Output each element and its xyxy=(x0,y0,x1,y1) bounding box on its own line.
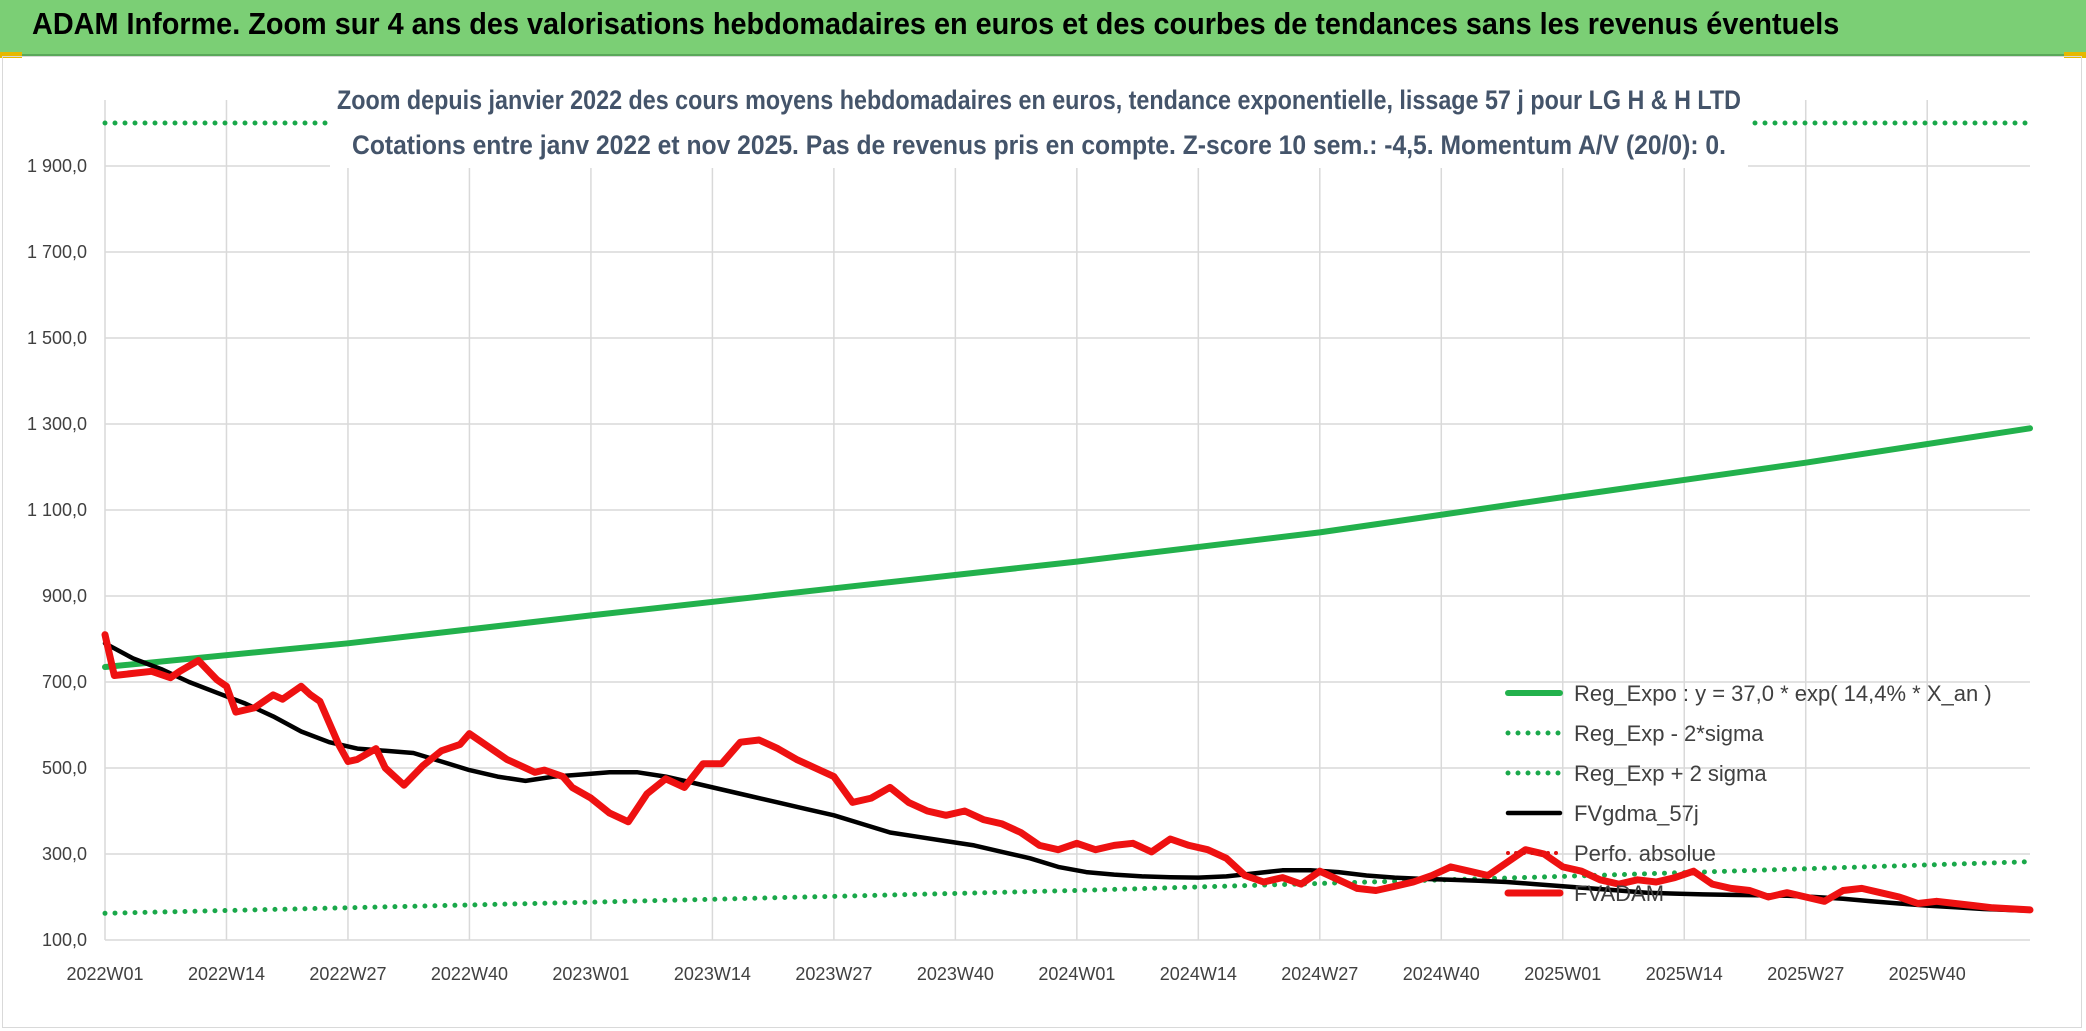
y-tick-label: 700,0 xyxy=(42,672,87,692)
x-tick-label: 2024W14 xyxy=(1160,964,1237,984)
x-tick-label: 2024W27 xyxy=(1281,964,1358,984)
y-tick-label: 300,0 xyxy=(42,844,87,864)
title-background xyxy=(330,72,1748,168)
x-tick-label: 2024W40 xyxy=(1403,964,1480,984)
x-tick-label: 2023W01 xyxy=(552,964,629,984)
y-tick-label: 1 700,0 xyxy=(27,242,87,262)
y-tick-label: 1 500,0 xyxy=(27,328,87,348)
legend-label: FVADAM xyxy=(1574,881,1664,906)
x-tick-label: 2023W27 xyxy=(795,964,872,984)
legend: Reg_Expo : y = 37,0 * exp( 14,4% * X_an … xyxy=(1504,681,1992,906)
x-tick-label: 2025W14 xyxy=(1646,964,1723,984)
x-tick-label: 2023W14 xyxy=(674,964,751,984)
chart-title-line2: Cotations entre janv 2022 et nov 2025. P… xyxy=(352,130,1726,160)
chart-frame xyxy=(2,56,2082,1028)
corner-accent-left xyxy=(0,52,22,58)
grid xyxy=(104,100,2030,941)
x-tick-label: 2025W40 xyxy=(1889,964,1966,984)
banner-title: ADAM Informe. Zoom sur 4 ans des valoris… xyxy=(32,6,1840,41)
y-tick-label: 100,0 xyxy=(42,930,87,950)
x-tick-label: 2022W14 xyxy=(188,964,265,984)
x-tick-label: 2022W27 xyxy=(309,964,386,984)
x-tick-label: 2024W01 xyxy=(1038,964,1115,984)
x-tick-label: 2022W40 xyxy=(431,964,508,984)
corner-accent-right xyxy=(2064,52,2086,58)
x-tick-label: 2025W01 xyxy=(1524,964,1601,984)
series-line-fvgdma-57j xyxy=(102,641,2033,914)
x-tick-label: 2023W40 xyxy=(917,964,994,984)
legend-label: FVgdma_57j xyxy=(1574,801,1699,826)
series-line-reg-expo xyxy=(102,425,2033,670)
y-tick-label: 900,0 xyxy=(42,586,87,606)
legend-label: Reg_Exp - 2*sigma xyxy=(1574,721,1764,746)
series-line-reg-exp-2-sigma xyxy=(102,859,2033,916)
x-axis-labels: 2022W01 2022W14 2022W27 2022W40 2023W01 2023W… xyxy=(66,964,1965,984)
legend-label: Reg_Expo : y = 37,0 * exp( 14,4% * X_an … xyxy=(1574,681,1992,706)
chart-title-line1: Zoom depuis janvier 2022 des cours moyen… xyxy=(337,85,1741,115)
legend-label: Perfo. absolue xyxy=(1574,841,1716,866)
series-layer xyxy=(101,120,2034,916)
legend-label: Reg_Exp + 2 sigma xyxy=(1574,761,1767,786)
x-tick-label: 2025W27 xyxy=(1767,964,1844,984)
y-tick-label: 1 300,0 xyxy=(27,414,87,434)
y-tick-label: 1 900,0 xyxy=(27,156,87,176)
header-banner: ADAM Informe. Zoom sur 4 ans des valoris… xyxy=(0,0,2086,56)
y-axis-labels: 100,0 300,0 500,0 700,0 900,0 1 100,0 1 300,0 1… xyxy=(27,156,87,950)
x-tick-label: 2022W01 xyxy=(66,964,143,984)
series-line-fvadam xyxy=(101,631,2034,914)
y-tick-label: 500,0 xyxy=(42,758,87,778)
y-tick-label: 1 100,0 xyxy=(27,500,87,520)
